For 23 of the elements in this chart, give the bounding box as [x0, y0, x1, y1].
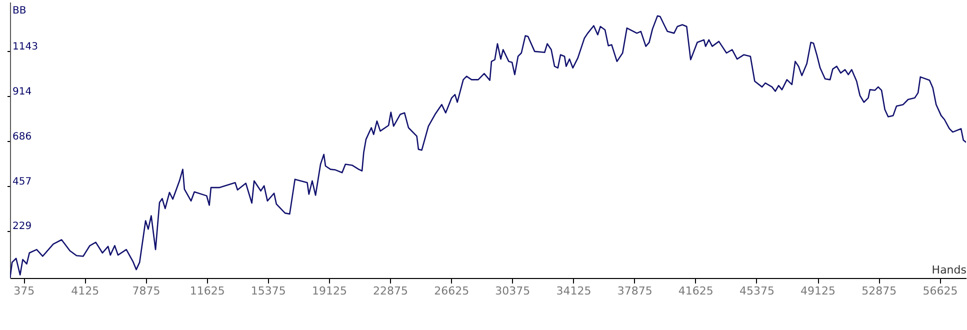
x-tick-label: 375 [14, 284, 35, 298]
x-axis-title: Hands [932, 264, 967, 276]
x-tick-label: 7875 [132, 284, 160, 298]
x-tick-label: 56625 [922, 284, 958, 298]
x-tick-label: 4125 [71, 284, 100, 298]
x-tick-label: 11625 [190, 284, 225, 298]
x-tick-label: 41625 [678, 284, 714, 298]
x-tick-label: 45375 [739, 284, 774, 298]
y-tick-label: 1143 [12, 42, 38, 53]
y-tick-label: 686 [12, 131, 32, 142]
x-tick-label: 30375 [495, 284, 530, 298]
x-tick-label: 52875 [862, 284, 897, 298]
x-tick-label: 49125 [800, 284, 836, 298]
y-tick-label: 457 [12, 176, 32, 188]
y-tick-label: 229 [12, 221, 32, 232]
x-tick-label: 15375 [250, 284, 286, 298]
x-tick-label: 34125 [556, 284, 592, 298]
y-axis-title: BB [12, 6, 26, 16]
x-tick-label: 37875 [617, 284, 652, 298]
x-tick-label: 19125 [312, 284, 347, 298]
x-tick-label: 26625 [434, 284, 470, 298]
x-tick-label: 22875 [373, 284, 408, 298]
y-tick-label: 914 [12, 86, 32, 98]
